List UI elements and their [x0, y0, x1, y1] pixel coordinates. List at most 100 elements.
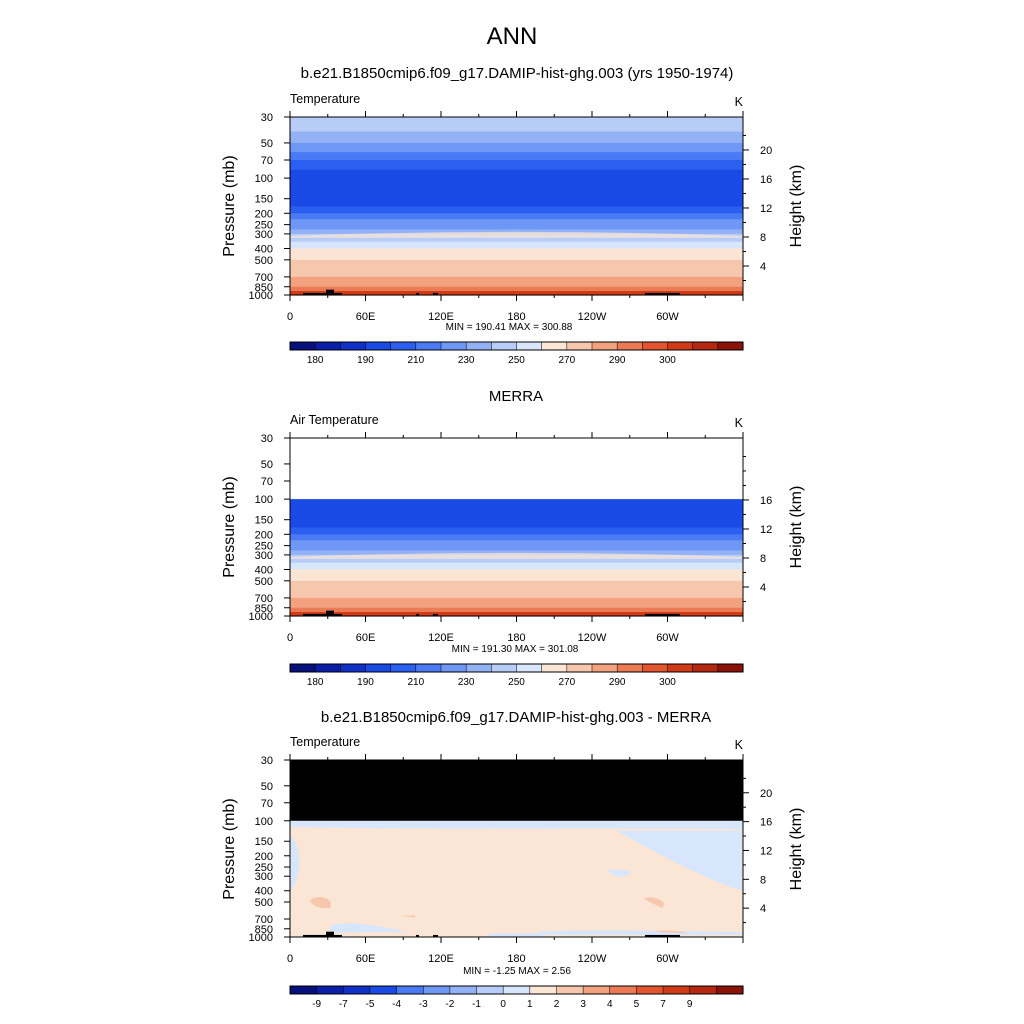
contour-band [290, 142, 743, 153]
y-tick-label: 30 [261, 755, 273, 767]
terrain-bar [433, 613, 438, 616]
colorbar-label: 210 [407, 355, 424, 366]
colorbar-label: 190 [357, 355, 374, 366]
colorbar-swatch [365, 341, 392, 351]
x-axis: 0 60E 120E 180 120W 60W [287, 111, 744, 323]
colorbar-swatch [465, 663, 492, 673]
terrain-bar [303, 934, 328, 937]
colorbar-label: 5 [634, 999, 640, 1010]
contour-band [290, 612, 743, 616]
contour-band [290, 510, 743, 521]
colorbar-swatch [415, 341, 442, 351]
contour-band [290, 286, 743, 292]
colorbar-swatch [609, 985, 637, 995]
contour-band [290, 178, 743, 191]
contour-band [290, 169, 743, 179]
colorbar-swatch [340, 663, 367, 673]
y2-tick-label: 12 [760, 203, 772, 215]
x-tick-label: 180 [507, 311, 525, 323]
y2-axis: 4 8 12 16 20 [743, 134, 772, 281]
colorbar-swatch [415, 663, 442, 673]
x-tick-label: 60W [656, 953, 679, 965]
colorbar-label: -3 [419, 999, 428, 1010]
x-axis: 0 60E 120E 180 120W 60W [287, 432, 744, 644]
colorbar-swatch [502, 985, 531, 995]
colorbar-swatch [422, 985, 451, 995]
colorbar: 180 190 210 230 250 270 290 300 [289, 663, 744, 688]
terrain-bar [416, 613, 419, 616]
colorbar-swatch [616, 663, 643, 673]
y2-tick-label: 8 [760, 232, 766, 244]
contour-band [290, 603, 743, 609]
colorbar-label: -7 [339, 999, 348, 1010]
y2-tick-label: 8 [760, 553, 766, 565]
colorbar-label: 230 [458, 677, 475, 688]
contour-band [290, 607, 743, 613]
panel-title: b.e21.B1850cmip6.f09_g17.DAMIP-hist-ghg.… [321, 709, 711, 726]
y2-tick-label: 16 [760, 174, 772, 186]
colorbar-swatch [516, 341, 543, 351]
x-tick-label: 60E [356, 311, 376, 323]
colorbar-swatch [642, 341, 669, 351]
contour-patch [330, 923, 410, 933]
contour-band [290, 291, 743, 295]
x-tick-label: 120W [578, 632, 607, 644]
terrain-bar [326, 931, 334, 937]
contour-band [290, 117, 743, 133]
terrain-bar [645, 934, 680, 937]
y-tick-label: 150 [255, 836, 273, 848]
y-tick-label: 700 [255, 593, 273, 605]
y2-tick-label: 20 [760, 145, 772, 157]
stats-text: MIN = 191.30 MAX = 301.08 [452, 644, 579, 655]
panel-obs: MERRA Air Temperature K Pressure (mb) He… [221, 388, 805, 688]
contour-patch [539, 930, 743, 935]
contour-band [290, 499, 743, 512]
colorbar-label: 250 [508, 355, 525, 366]
y-tick-label: 100 [255, 173, 273, 185]
contour-band [290, 545, 743, 552]
plot-area [289, 437, 744, 617]
colorbar-swatch [689, 985, 717, 995]
x-tick-label: 0 [287, 953, 293, 965]
stats-text: MIN = 190.41 MAX = 300.88 [446, 322, 573, 333]
y-tick-label: 100 [255, 494, 273, 506]
contour-band [290, 534, 743, 541]
x-tick-label: 0 [287, 311, 293, 323]
colorbar-swatch [491, 663, 518, 673]
contour-patch [290, 820, 743, 830]
contour-band [290, 597, 743, 604]
panel-units: K [735, 416, 744, 430]
contour-patch [643, 897, 664, 908]
colorbar-swatch [591, 341, 618, 351]
y-tick-label: 250 [255, 220, 273, 232]
contour-band [290, 219, 743, 226]
y2-tick-label: 4 [760, 582, 766, 594]
contour-band [290, 282, 743, 288]
colorbar-frame [289, 663, 744, 673]
y-tick-label: 300 [255, 229, 273, 241]
colorbar-swatch [717, 341, 744, 351]
y2-tick-label: 16 [760, 817, 772, 829]
colorbar-swatch [516, 663, 543, 673]
y-axis-label: Pressure (mb) [221, 798, 238, 899]
y-tick-label: 500 [255, 255, 273, 267]
contour-patch [310, 896, 331, 909]
colorbar-label: 230 [458, 355, 475, 366]
terrain-bar [334, 292, 342, 295]
contour-band [290, 198, 743, 208]
plot-area [289, 116, 744, 296]
y2-tick-label: 4 [760, 903, 766, 915]
colorbar-label: -2 [445, 999, 454, 1010]
colorbar-label: -9 [312, 999, 321, 1010]
contour-patch [290, 834, 300, 891]
colorbar-frame [289, 341, 744, 351]
y2-tick-label: 16 [760, 495, 772, 507]
contour-patch [652, 930, 689, 934]
contour-band [290, 213, 743, 220]
contour-patch [616, 830, 743, 891]
contour-band [290, 160, 743, 171]
y2-axis-label: Height (km) [788, 165, 805, 248]
terrain-bar [303, 292, 328, 295]
